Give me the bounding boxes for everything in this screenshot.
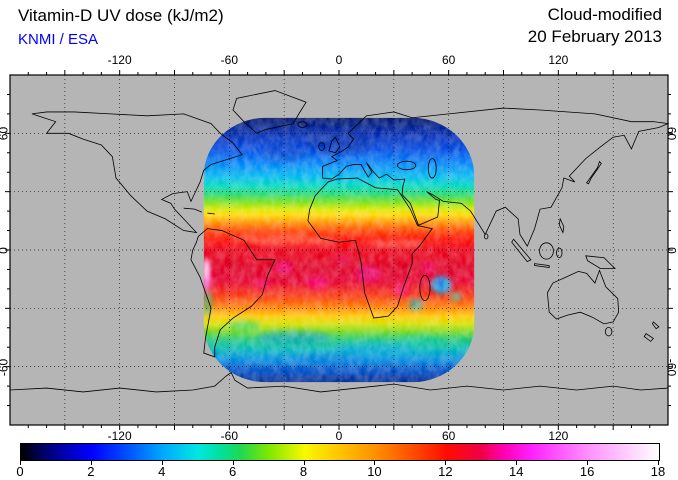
coast-ireland — [319, 143, 325, 151]
lon-label-top: 120 — [548, 53, 569, 67]
lon-label-top: 60 — [441, 53, 456, 67]
coast-australia — [547, 270, 618, 323]
geo-layer — [10, 91, 668, 392]
colorbar-tick — [587, 461, 589, 465]
coast-philippines — [559, 219, 564, 233]
colorbar-tick — [90, 461, 92, 465]
coast-tasmania — [605, 327, 612, 336]
colorbar-tick-label: 12 — [438, 464, 453, 479]
coast-sumatra — [512, 239, 531, 261]
map-frame — [9, 74, 669, 426]
lon-label-bottom: 0 — [335, 429, 343, 443]
coast-cuba — [184, 208, 215, 214]
lon-label-bottom: 60 — [441, 429, 456, 443]
graticule-grid — [10, 75, 669, 425]
coast-borneo — [540, 243, 554, 259]
colorbar-tick — [161, 461, 163, 465]
coast-britain — [329, 137, 340, 153]
colorbar-tick — [445, 461, 447, 465]
coast-caspian-sea — [428, 159, 436, 178]
coast-iceland — [298, 122, 307, 128]
date-label: 20 February 2013 — [527, 27, 662, 46]
colorbar-gradient — [20, 443, 660, 461]
lon-label-top: -60 — [220, 53, 238, 67]
colorbar-tick — [20, 461, 21, 465]
lon-label-top: -120 — [107, 53, 132, 67]
colorbar-tick — [232, 461, 234, 465]
colorbar-tick-label: 0 — [16, 464, 24, 479]
plot-title: Vitamin-D UV dose (kJ/m2) — [18, 6, 224, 25]
lon-label-bottom: -120 — [107, 429, 132, 443]
coast-madagascar — [420, 275, 430, 300]
coast-black-sea — [397, 161, 415, 170]
lon-label-bottom: 120 — [548, 429, 569, 443]
coast-greenland — [233, 91, 306, 134]
coast-new-zealand — [644, 322, 659, 341]
coast-south-america — [191, 229, 275, 357]
colorbar-tick-label: 18 — [650, 464, 666, 479]
world-map — [5, 70, 673, 430]
colorbar-tick-label: 6 — [229, 464, 237, 479]
colorbar-tick — [374, 461, 376, 465]
colorbar-tick-label: 8 — [299, 464, 308, 479]
coast-eurasia — [323, 108, 668, 246]
product-type-label: Cloud-modified — [547, 5, 662, 24]
coast-sri-lanka — [484, 234, 488, 239]
colorbar-tick-label: 14 — [508, 464, 524, 479]
coast-antarctica — [10, 372, 668, 391]
coastlines — [10, 91, 668, 392]
coast-africa — [308, 178, 432, 318]
colorbar-tick-label: 16 — [579, 464, 595, 479]
cloud-noise — [203, 117, 475, 383]
colorbar-tick-label: 2 — [87, 464, 95, 479]
colorbar-tick — [516, 461, 518, 465]
coast-java — [535, 264, 550, 268]
colorbar-tick — [658, 461, 659, 465]
coast-north-america — [32, 112, 242, 233]
colorbar-tick-label: 4 — [158, 464, 166, 479]
colorbar-tick-label: 10 — [367, 464, 382, 479]
colorbar-tick — [303, 461, 305, 465]
coast-japan — [587, 162, 602, 184]
lon-label-top: 0 — [335, 53, 343, 67]
coast-sulawesi — [557, 248, 562, 258]
credit-text: KNMI / ESA — [18, 31, 99, 48]
coast-new-guinea — [586, 256, 615, 269]
lon-label-bottom: -60 — [220, 429, 238, 443]
